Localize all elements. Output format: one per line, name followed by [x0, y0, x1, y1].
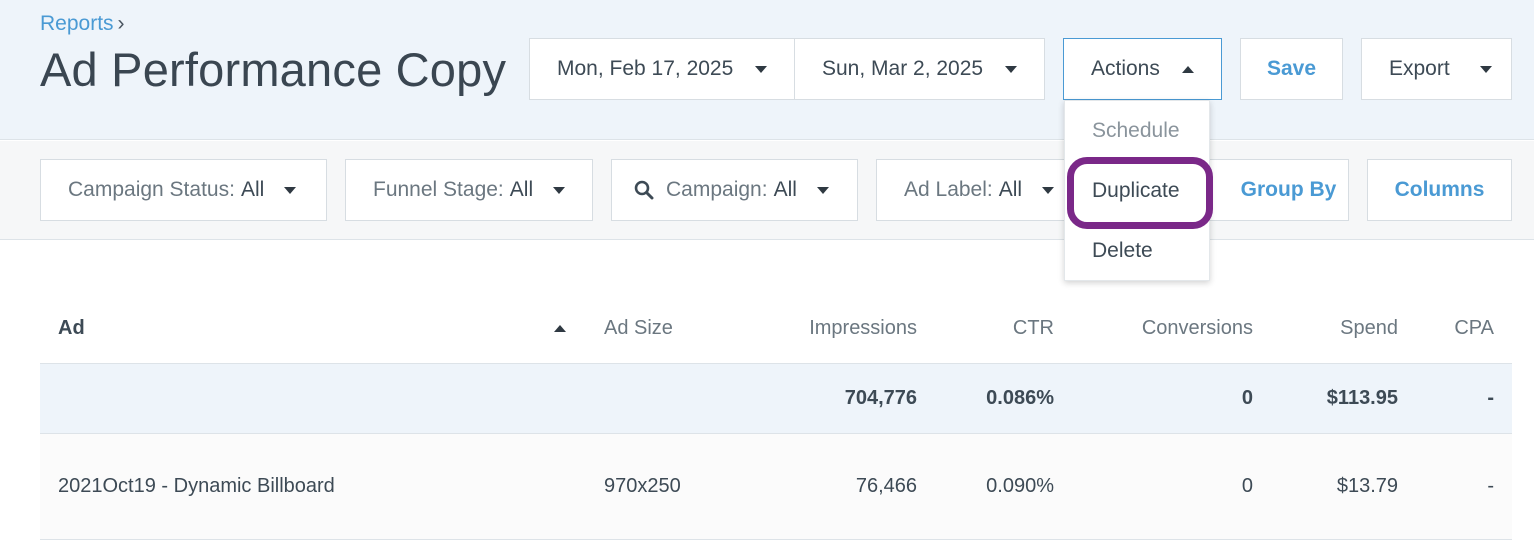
actions-menu: Schedule Duplicate Delete — [1064, 100, 1210, 281]
actions-button[interactable]: Actions — [1063, 38, 1222, 100]
total-conversions: 0 — [1241, 387, 1253, 409]
filter-label: Campaign Status: — [68, 178, 235, 201]
export-label: Export — [1389, 57, 1450, 80]
chevron-down-icon — [553, 186, 566, 194]
filter-label: Campaign: — [666, 178, 768, 201]
cell-impressions: 76,466 — [855, 475, 917, 497]
total-spend: $113.95 — [1326, 387, 1398, 409]
campaign-status-filter[interactable]: Campaign Status: All — [40, 159, 327, 221]
cell-ctr: 0.090% — [986, 475, 1054, 497]
chevron-down-icon — [1042, 186, 1055, 194]
end-date-dropdown[interactable]: Sun, Mar 2, 2025 — [795, 39, 1044, 99]
ad-performance-table: Ad Ad Size Impressions CTR Conversions S… — [40, 294, 1512, 540]
group-by-label: Group By — [1240, 178, 1337, 201]
chevron-down-icon — [816, 186, 829, 194]
filter-label: Funnel Stage: — [373, 178, 504, 201]
column-header-ad[interactable]: Ad — [58, 317, 85, 339]
menu-item-schedule[interactable]: Schedule — [1092, 119, 1180, 142]
chevron-down-icon — [755, 65, 768, 73]
total-ctr: 0.086% — [986, 387, 1054, 409]
report-header: Reports › Ad Performance Copy Mon, Feb 17… — [0, 0, 1534, 140]
breadcrumb-separator: › — [117, 12, 125, 35]
chevron-up-icon — [1181, 65, 1194, 73]
filter-value: All — [509, 178, 534, 201]
table-row[interactable]: 2021Oct19 - Dynamic Billboard 970x250 76… — [40, 434, 1512, 540]
table-header-row: Ad Ad Size Impressions CTR Conversions S… — [40, 294, 1512, 364]
cell-cpa: - — [1487, 475, 1494, 497]
cell-conversions: 0 — [1241, 475, 1253, 497]
column-header-cpa[interactable]: CPA — [1454, 317, 1494, 339]
column-header-ctr[interactable]: CTR — [1012, 317, 1054, 339]
funnel-stage-filter[interactable]: Funnel Stage: All — [345, 159, 593, 221]
end-date-label: Sun, Mar 2, 2025 — [822, 57, 984, 80]
columns-label: Columns — [1394, 178, 1485, 201]
filter-value: All — [240, 178, 265, 201]
chevron-down-icon — [1005, 65, 1018, 73]
menu-item-delete[interactable]: Delete — [1092, 239, 1153, 262]
cell-ad: 2021Oct19 - Dynamic Billboard — [58, 475, 335, 497]
column-header-spend[interactable]: Spend — [1340, 317, 1398, 339]
cell-ad-size: 970x250 — [604, 475, 681, 497]
column-header-conversions[interactable]: Conversions — [1141, 317, 1253, 339]
start-date-dropdown[interactable]: Mon, Feb 17, 2025 — [530, 39, 795, 99]
start-date-label: Mon, Feb 17, 2025 — [557, 57, 734, 80]
save-label: Save — [1266, 57, 1317, 80]
filter-label: Ad Label: — [904, 178, 993, 201]
search-icon — [634, 180, 654, 200]
campaign-filter[interactable]: Campaign: All — [611, 159, 858, 221]
actions-label: Actions — [1091, 57, 1160, 80]
total-cpa: - — [1487, 387, 1494, 409]
chevron-down-icon — [284, 186, 297, 194]
date-range-picker: Mon, Feb 17, 2025 Sun, Mar 2, 2025 — [529, 38, 1045, 100]
breadcrumb: Reports › — [40, 12, 125, 36]
column-header-ad-size[interactable]: Ad Size — [604, 317, 673, 339]
breadcrumb-reports-link[interactable]: Reports — [40, 12, 114, 35]
column-header-impressions[interactable]: Impressions — [809, 317, 917, 339]
page-title: Ad Performance Copy — [40, 43, 507, 96]
ad-label-filter[interactable]: Ad Label: All — [876, 159, 1076, 221]
sort-ascending-icon[interactable] — [554, 325, 566, 332]
filter-value: All — [773, 178, 797, 201]
filter-value: All — [998, 178, 1023, 201]
save-button[interactable]: Save — [1240, 38, 1343, 100]
group-by-button[interactable]: Group By — [1198, 159, 1349, 221]
menu-item-duplicate[interactable]: Duplicate — [1092, 179, 1180, 202]
total-impressions: 704,776 — [844, 387, 917, 409]
cell-spend: $13.79 — [1336, 475, 1398, 497]
totals-row: 704,776 0.086% 0 $113.95 - — [40, 364, 1512, 434]
filter-bar: Campaign Status: All Funnel Stage: All C… — [0, 141, 1534, 240]
columns-button[interactable]: Columns — [1367, 159, 1512, 221]
chevron-down-icon — [1479, 65, 1492, 73]
export-button[interactable]: Export — [1361, 38, 1512, 100]
